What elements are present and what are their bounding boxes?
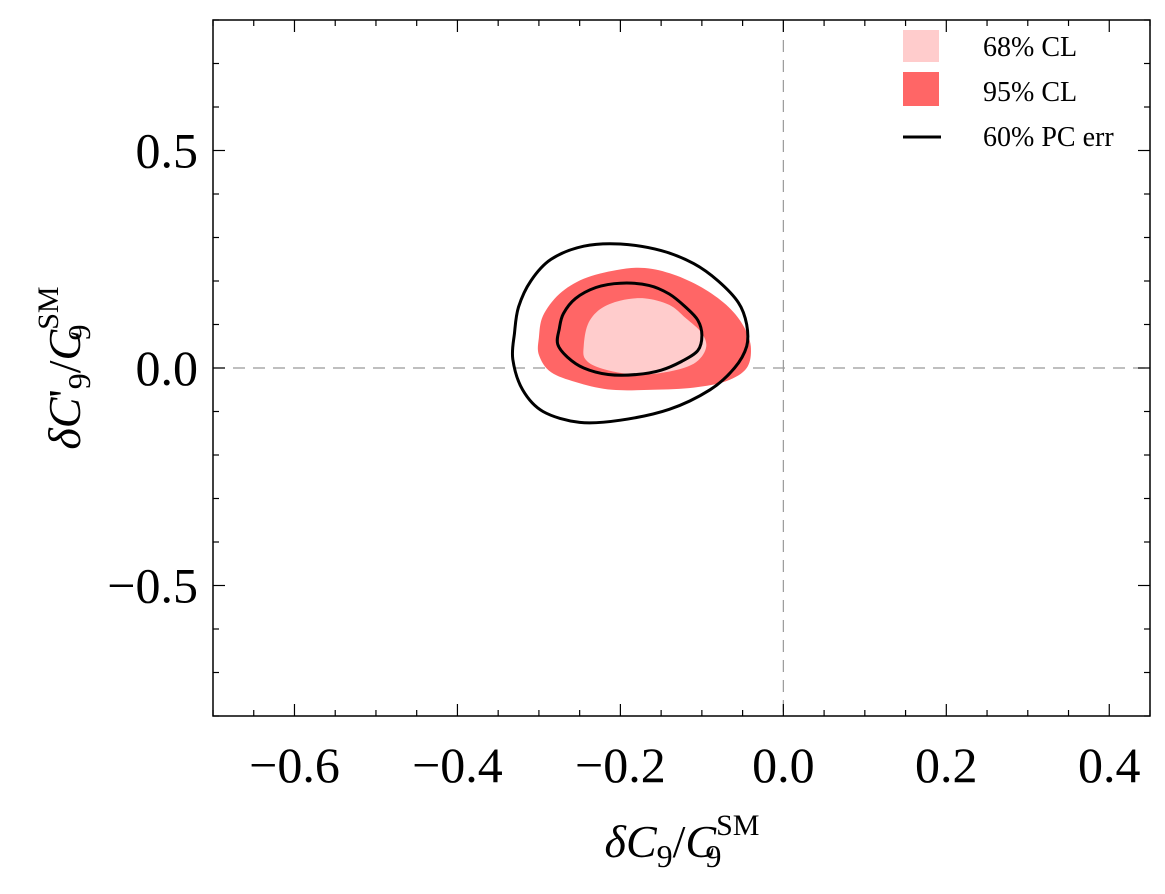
x-tick-label: −0.4 xyxy=(412,737,503,793)
x-tick-labels: −0.6 −0.4 −0.2 0.0 0.2 0.4 xyxy=(249,737,1140,793)
y-tick-labels: −0.5 0.0 0.5 xyxy=(107,123,198,614)
y-tick-label: −0.5 xyxy=(107,558,198,614)
legend-label-68cl: 68% CL xyxy=(983,32,1077,63)
legend: 68% CL 95% CL 60% PC err xyxy=(903,30,1114,153)
region-68cl xyxy=(583,298,707,375)
legend-label-95cl: 95% CL xyxy=(983,77,1077,108)
y-tick-label: 0.0 xyxy=(136,340,199,396)
legend-label-pc-err: 60% PC err xyxy=(983,122,1114,153)
axes-frame xyxy=(212,19,1151,717)
x-tick-label: 0.4 xyxy=(1078,737,1141,793)
confidence-regions xyxy=(510,242,751,425)
y-tick-label: 0.5 xyxy=(136,123,199,179)
pc-err-contour-inner xyxy=(555,281,704,377)
x-axis-title: δC9/CSM 9 xyxy=(605,809,760,874)
pc-err-contour-outer xyxy=(510,242,750,425)
x-tick-label: −0.2 xyxy=(575,737,666,793)
x-tick-label: −0.6 xyxy=(249,737,340,793)
legend-swatch-95cl xyxy=(903,72,939,106)
x-tick-label: 0.0 xyxy=(752,737,815,793)
y-axis-title: δC'9/CSM9 xyxy=(32,286,97,449)
legend-swatch-68cl xyxy=(903,30,939,62)
x-tick-label: 0.2 xyxy=(915,737,978,793)
